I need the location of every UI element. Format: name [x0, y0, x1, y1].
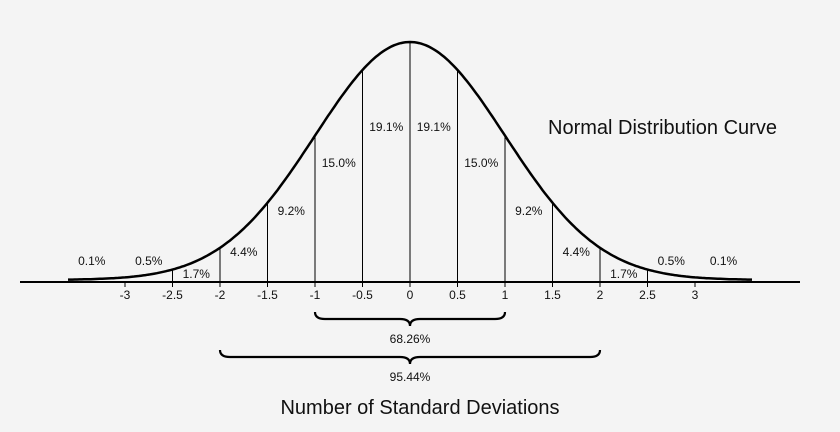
x-tick-label: 1.5 — [544, 288, 561, 302]
x-tick-label: 3 — [692, 288, 699, 302]
x-tick-label: 1 — [502, 288, 509, 302]
x-axis-label: Number of Standard Deviations — [280, 397, 559, 419]
x-tick-label: -2 — [215, 288, 226, 302]
segment-percent-label: 19.1% — [417, 120, 451, 134]
range-brace — [313, 311, 507, 327]
chart-title: Normal Distribution Curve — [548, 117, 777, 139]
x-tick-label: -1 — [310, 288, 321, 302]
segment-percent-label: 9.2% — [278, 204, 306, 218]
x-tick-label: -3 — [120, 288, 131, 302]
segment-percent-label: 19.1% — [369, 120, 403, 134]
range-brace-label: 68.26% — [390, 332, 431, 346]
range-braces: 68.26% 95.44% — [218, 311, 602, 384]
segment-percent-label: 0.1% — [78, 254, 106, 268]
segment-percent-label: 4.4% — [563, 245, 591, 259]
range-brace-label: 95.44% — [390, 370, 431, 384]
range-brace — [218, 349, 602, 365]
segment-percent-label: 0.1% — [710, 254, 738, 268]
segment-percent-label: 0.5% — [658, 254, 686, 268]
segment-percent-label: 15.0% — [322, 156, 356, 170]
x-tick-label: -1.5 — [257, 288, 278, 302]
x-tick-label: -0.5 — [352, 288, 373, 302]
segment-percent-label: 1.7% — [183, 267, 211, 281]
segment-percent-label: 4.4% — [230, 245, 258, 259]
x-tick-label: -2.5 — [162, 288, 183, 302]
sigma-dividers — [172, 42, 648, 282]
segment-percent-label: 9.2% — [515, 204, 543, 218]
segment-percent-labels: 0.1% 0.5% 1.7% 4.4% 9.2% 15.0% 19.1% 19.1% 15.0%… — [78, 120, 737, 281]
x-tick-labels: -3 -2.5 -2 -1.5 -1 -0.5 0 0.5 1 1.5 2 2.5 3 — [120, 282, 699, 302]
x-tick-label: 0.5 — [449, 288, 466, 302]
segment-percent-label: 15.0% — [464, 156, 498, 170]
segment-percent-label: 1.7% — [610, 267, 638, 281]
x-tick-label: 2 — [597, 288, 604, 302]
segment-percent-label: 0.5% — [135, 254, 163, 268]
x-tick-label: 2.5 — [639, 288, 656, 302]
x-tick-label: 0 — [407, 288, 414, 302]
